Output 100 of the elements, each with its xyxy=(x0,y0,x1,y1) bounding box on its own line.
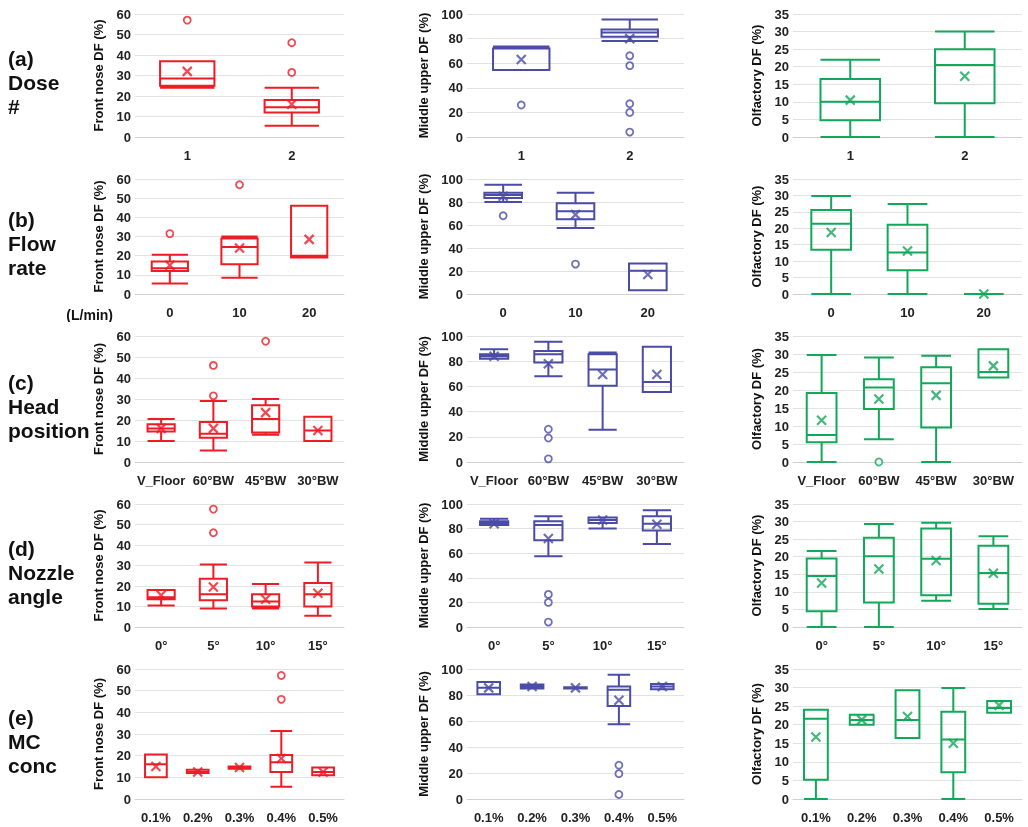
y-tick-label: 0 xyxy=(123,286,131,302)
y-tick-label: 5 xyxy=(781,436,789,452)
y-tick-label: 25 xyxy=(774,698,789,714)
y-tick-label: 0 xyxy=(455,129,463,145)
y-tick-label: 20 xyxy=(116,88,131,104)
y-tick-label: 20 xyxy=(774,549,789,565)
y-tick-label: 0 xyxy=(781,286,789,302)
y-tick-label: 20 xyxy=(116,412,131,428)
y-tick-label: 35 xyxy=(774,328,789,344)
y-tick-label: 0 xyxy=(781,454,789,470)
y-tick-label: 100 xyxy=(441,171,463,187)
x-tick-label: 0.1% xyxy=(141,810,172,825)
x-tick-label: 0.5% xyxy=(647,810,678,825)
x-tick-label: 0° xyxy=(154,638,168,653)
y-tick-label: 0 xyxy=(455,619,463,635)
y-tick-label: 25 xyxy=(774,364,789,380)
y-tick-label: 25 xyxy=(774,531,789,547)
y-tick-label: 30 xyxy=(116,391,131,407)
y-tick-label: 10 xyxy=(116,433,131,449)
y-tick-label: 80 xyxy=(448,194,463,210)
y-tick-label: 35 xyxy=(774,171,789,187)
y-axis-title: Olfactory DF (%) xyxy=(749,683,764,785)
y-tick-label: 10 xyxy=(774,584,789,600)
y-axis-title: Olfactory DF (%) xyxy=(749,24,764,127)
y-tick-label: 25 xyxy=(774,204,789,220)
x-tick-label: 0° xyxy=(487,638,501,653)
y-tick-label: 20 xyxy=(774,382,789,398)
y-axis-title: Olfactory DF (%) xyxy=(749,348,764,450)
y-tick-label: 15 xyxy=(774,76,789,92)
y-tick-label: 0 xyxy=(123,129,131,145)
x-tick-label: 5° xyxy=(872,638,886,653)
y-axis-title: Middle upper DF (%) xyxy=(416,671,432,797)
y-tick-label: 20 xyxy=(448,104,463,120)
x-tick-label: 0 xyxy=(499,305,507,320)
y-tick-label: 10 xyxy=(774,253,789,269)
y-tick-label: 30 xyxy=(116,229,131,244)
y-tick-label: 60 xyxy=(448,378,463,394)
y-tick-label: 10 xyxy=(774,94,789,110)
x-tick-label: 2 xyxy=(626,148,634,163)
y-tick-label: 20 xyxy=(116,748,131,764)
y-tick-label: 30 xyxy=(116,68,131,83)
text: (e) MC conc xyxy=(8,705,58,777)
y-tick-label: 80 xyxy=(448,353,463,369)
x-tick-label: 10° xyxy=(255,638,276,653)
y-tick-label: 40 xyxy=(448,240,463,256)
x-tick-label: 15° xyxy=(308,638,328,653)
y-tick-label: 30 xyxy=(774,187,789,203)
y-tick-label: 40 xyxy=(448,570,463,586)
y-tick-label: 5 xyxy=(781,111,789,127)
y-tick-label: 20 xyxy=(774,717,789,733)
y-axis-title: Front nose DF (%) xyxy=(91,343,106,455)
y-tick-label: 0 xyxy=(455,286,463,302)
y-tick-label: 20 xyxy=(448,594,463,610)
y-tick-label: 100 xyxy=(441,328,463,344)
text: (d) Nozzle angle xyxy=(8,537,75,608)
x-tick-label: 0.4% xyxy=(266,810,297,825)
y-tick-label: 10 xyxy=(116,769,131,785)
text: (a) Dose # xyxy=(8,47,60,118)
x-tick-label: 0 xyxy=(827,305,835,320)
y-axis-title: Olfactory DF (%) xyxy=(749,514,764,617)
y-tick-label: 40 xyxy=(448,739,463,755)
y-tick-label: 35 xyxy=(774,6,789,22)
y-tick-label: 0 xyxy=(781,129,789,145)
text: (c) Head position xyxy=(8,370,90,442)
x-tick-label: 10 xyxy=(900,305,915,320)
x-tick-label: 45°BW xyxy=(244,473,288,488)
y-axis-title: Middle upper DF (%) xyxy=(416,336,432,462)
x-tick-label: 2 xyxy=(288,148,296,163)
x-tick-label: 0.4% xyxy=(604,810,635,825)
x-tick-label: 0.2% xyxy=(182,810,213,825)
y-tick-label: 100 xyxy=(441,661,463,677)
y-tick-label: 20 xyxy=(116,248,131,264)
y-tick-label: 60 xyxy=(448,545,463,561)
y-axis-title: Front nose DF (%) xyxy=(91,509,106,622)
y-tick-label: 100 xyxy=(441,496,463,512)
y-tick-label: 50 xyxy=(116,517,131,532)
x-tick-label: V_Floor xyxy=(797,473,846,488)
x-tick-label: 10° xyxy=(592,638,613,653)
x-tick-label: 0.3% xyxy=(560,810,591,825)
y-tick-label: 0 xyxy=(455,791,463,807)
text: (b) Flow rate xyxy=(8,208,57,279)
x-tick-label: 0.5% xyxy=(308,810,339,825)
x-tick-label: V_Floor xyxy=(469,473,519,488)
y-tick-label: 20 xyxy=(448,429,463,445)
x-tick-label: 0° xyxy=(815,638,828,653)
y-tick-label: 20 xyxy=(448,263,463,279)
y-tick-label: 15 xyxy=(774,400,789,416)
x-tick-label: 1 xyxy=(846,148,854,163)
y-axis-title: Olfactory DF (%) xyxy=(749,185,764,288)
y-tick-label: 30 xyxy=(774,514,789,530)
y-tick-label: 60 xyxy=(448,217,463,233)
x-tick-label: 0.4% xyxy=(938,810,969,825)
y-tick-label: 100 xyxy=(441,6,463,22)
y-tick-label: 5 xyxy=(781,772,789,788)
y-tick-label: 30 xyxy=(116,726,131,742)
y-tick-label: 0 xyxy=(123,454,131,470)
y-axis-title: Middle upper DF (%) xyxy=(416,502,432,629)
y-tick-label: 40 xyxy=(116,537,131,553)
x-tick-label: 30°BW xyxy=(972,473,1015,488)
y-tick-label: 40 xyxy=(448,80,463,96)
